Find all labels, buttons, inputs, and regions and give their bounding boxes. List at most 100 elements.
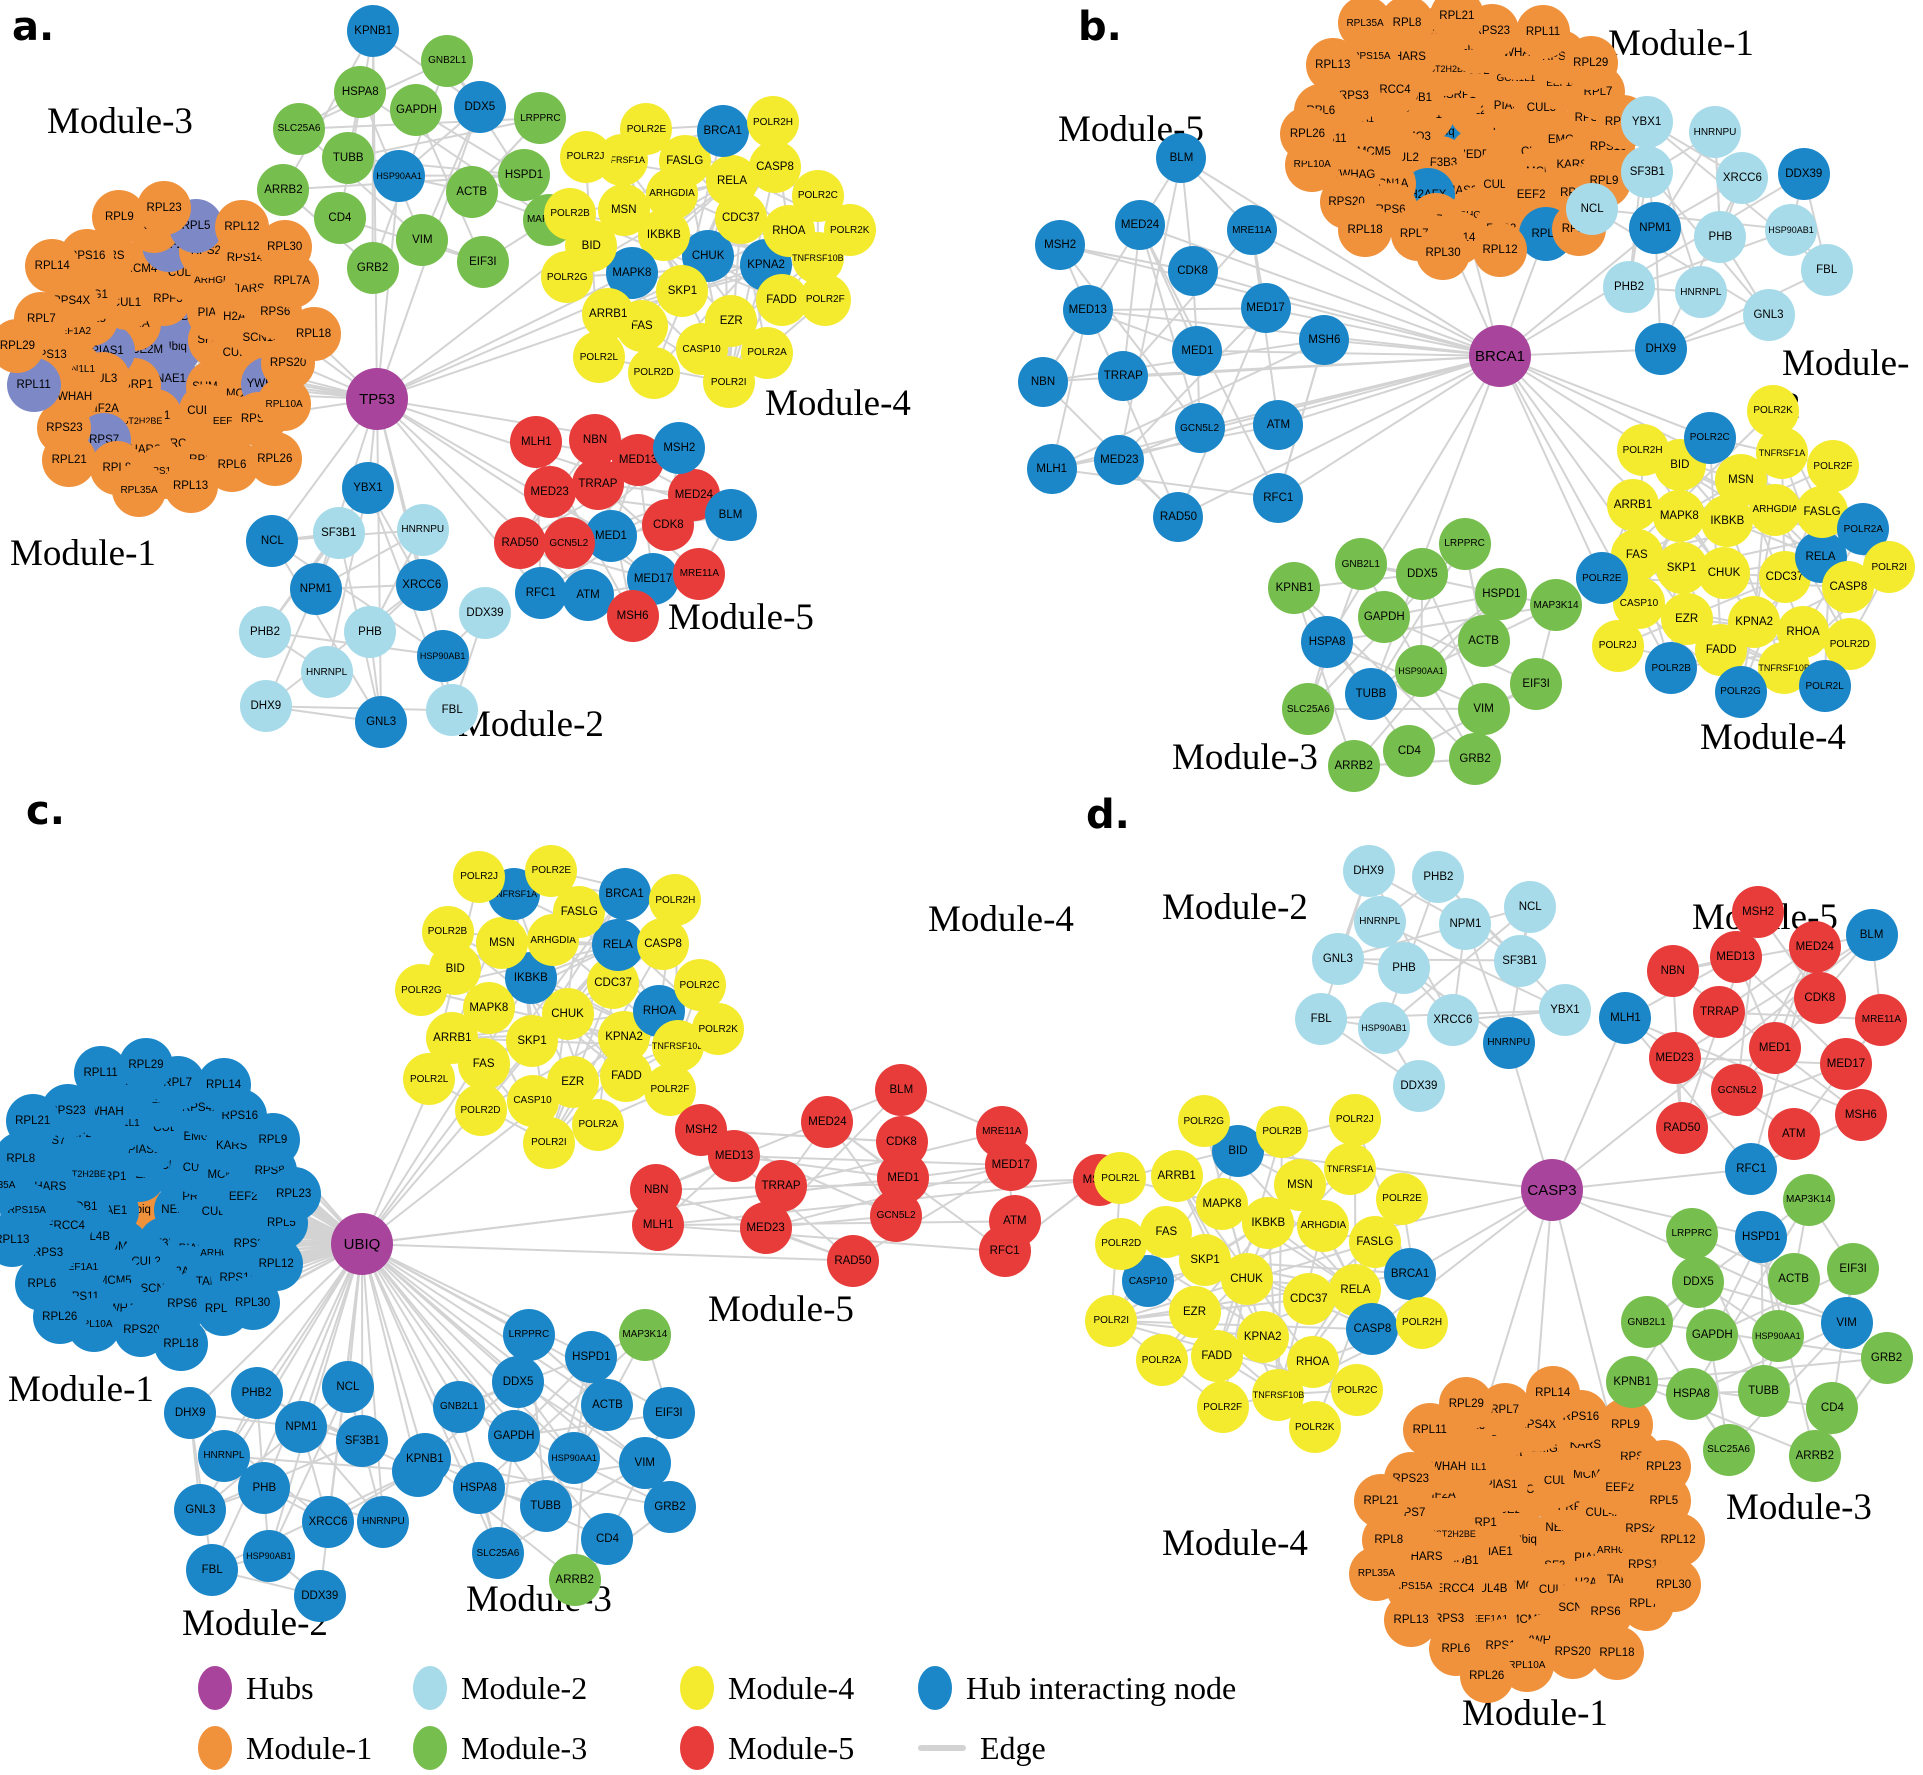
gene-node-gnl3[interactable]: GNL3: [1742, 289, 1795, 342]
gene-node-rfc1[interactable]: RFC1: [978, 1225, 1031, 1278]
gene-node-tubb[interactable]: TUBB: [1344, 668, 1397, 721]
gene-node-slc25a6[interactable]: SLC25A6: [1282, 683, 1335, 736]
gene-node-map3k14[interactable]: MAP3K14: [1530, 579, 1583, 632]
gene-node-rpl9[interactable]: RPL9: [1598, 1398, 1653, 1453]
gene-node-blm[interactable]: BLM: [1845, 909, 1898, 962]
gene-node-brca1[interactable]: BRCA1: [598, 867, 651, 920]
gene-node-kpnb1[interactable]: KPNB1: [398, 1433, 451, 1486]
gene-node-actb[interactable]: ACTB: [445, 165, 498, 218]
gene-node-fadd[interactable]: FADD: [755, 273, 808, 326]
gene-node-polr2f[interactable]: POLR2F: [1806, 440, 1859, 493]
gene-node-rpl29[interactable]: RPL29: [118, 1037, 173, 1092]
gene-node-hsp90aa1[interactable]: HSP90AA1: [548, 1432, 601, 1485]
gene-node-ddx39[interactable]: DDX39: [1777, 148, 1830, 201]
gene-node-rpl13[interactable]: RPL13: [163, 458, 218, 513]
gene-node-msh2[interactable]: MSH2: [1035, 220, 1086, 271]
gene-node-mlh1[interactable]: MLH1: [510, 415, 563, 468]
gene-node-actb[interactable]: ACTB: [1457, 614, 1510, 667]
gene-node-actb[interactable]: ACTB: [581, 1378, 634, 1431]
gene-node-rpl30[interactable]: RPL30: [1416, 226, 1471, 281]
gene-node-vim[interactable]: VIM: [1820, 1297, 1873, 1350]
gene-node-polr2g[interactable]: POLR2G: [541, 251, 594, 304]
gene-node-dhx9[interactable]: DHX9: [239, 680, 292, 733]
gene-node-rpl18[interactable]: RPL18: [1338, 202, 1393, 257]
gene-node-med23[interactable]: MED23: [739, 1201, 792, 1254]
hub-node-casp3[interactable]: CASP3: [1521, 1159, 1583, 1221]
gene-node-npm1[interactable]: NPM1: [1439, 897, 1492, 950]
gene-node-arrb2[interactable]: ARRB2: [1788, 1429, 1841, 1482]
gene-node-phb[interactable]: PHB: [343, 606, 396, 659]
gene-node-msh6[interactable]: MSH6: [1299, 314, 1350, 365]
gene-node-hspd1[interactable]: HSPD1: [1735, 1210, 1788, 1263]
gene-node-ybx1[interactable]: YBX1: [1620, 95, 1673, 148]
gene-node-fbl[interactable]: FBL: [426, 684, 479, 737]
gene-node-rpl21[interactable]: RPL21: [1354, 1474, 1409, 1528]
gene-node-rad50[interactable]: RAD50: [494, 516, 547, 569]
gene-node-blm[interactable]: BLM: [704, 489, 757, 542]
gene-node-rpl14[interactable]: RPL14: [196, 1058, 251, 1113]
gene-node-dhx9[interactable]: DHX9: [1634, 323, 1687, 376]
gene-node-polr2h[interactable]: POLR2H: [1396, 1296, 1449, 1349]
gene-node-sf3b1[interactable]: SF3B1: [312, 507, 365, 560]
gene-node-hnrnpl[interactable]: HNRNPL: [1674, 266, 1727, 319]
gene-node-skp1[interactable]: SKP1: [1655, 541, 1708, 594]
gene-node-rad50[interactable]: RAD50: [1153, 491, 1204, 542]
gene-node-polr2e[interactable]: POLR2E: [1575, 552, 1628, 605]
gene-node-rpl29[interactable]: RPL29: [1439, 1377, 1494, 1432]
gene-node-eif3i[interactable]: EIF3I: [456, 236, 509, 289]
gene-node-hnrnpl[interactable]: HNRNPL: [1353, 895, 1406, 948]
gene-node-eif3i[interactable]: EIF3I: [1510, 658, 1563, 711]
gene-node-gcn5l2[interactable]: GCN5L2: [542, 517, 595, 570]
gene-node-hsp90ab1[interactable]: HSP90AB1: [242, 1529, 295, 1582]
gene-node-gapdh[interactable]: GAPDH: [390, 84, 443, 136]
gene-node-phb[interactable]: PHB: [1378, 941, 1431, 994]
gene-node-mre11a[interactable]: MRE11A: [1855, 993, 1908, 1046]
gene-node-phb2[interactable]: PHB2: [1603, 261, 1656, 314]
gene-node-polr2h[interactable]: POLR2H: [747, 96, 800, 149]
gene-node-msh6[interactable]: MSH6: [606, 589, 659, 642]
gene-node-cd4[interactable]: CD4: [1383, 724, 1436, 777]
gene-node-fbl[interactable]: FBL: [1295, 992, 1348, 1045]
gene-node-rpl26[interactable]: RPL26: [1280, 106, 1335, 161]
gene-node-skp1[interactable]: SKP1: [506, 1014, 559, 1067]
gene-node-msh2[interactable]: MSH2: [1732, 886, 1785, 938]
gene-node-mre11a[interactable]: MRE11A: [673, 547, 726, 600]
hub-node-tp53[interactable]: TP53: [346, 368, 408, 430]
gene-node-polr2b[interactable]: POLR2B: [544, 187, 597, 240]
gene-node-arrb2[interactable]: ARRB2: [257, 163, 310, 216]
gene-node-chuk[interactable]: CHUK: [1698, 547, 1751, 600]
gene-node-rpl18[interactable]: RPL18: [153, 1316, 208, 1371]
gene-node-slc25a6[interactable]: SLC25A6: [1702, 1423, 1755, 1476]
gene-node-atm[interactable]: ATM: [1767, 1107, 1820, 1160]
gene-node-polr2c[interactable]: POLR2C: [1331, 1364, 1384, 1417]
hub-node-brca1[interactable]: BRCA1: [1469, 325, 1531, 387]
gene-node-hspa8[interactable]: HSPA8: [1665, 1367, 1718, 1420]
gene-node-ezr[interactable]: EZR: [1168, 1285, 1221, 1338]
gene-node-rela[interactable]: RELA: [591, 918, 644, 971]
gene-node-tnfrsf1a[interactable]: TNFRSF1A: [1324, 1143, 1377, 1196]
gene-node-rpl23[interactable]: RPL23: [1636, 1440, 1691, 1495]
gene-node-dhx9[interactable]: DHX9: [164, 1387, 217, 1440]
gene-node-rpl29[interactable]: RPL29: [0, 319, 45, 374]
gene-node-arrb1[interactable]: ARRB1: [582, 287, 635, 340]
gene-node-ncl[interactable]: NCL: [321, 1361, 374, 1414]
gene-node-tubb[interactable]: TUBB: [519, 1480, 572, 1533]
gene-node-rfc1[interactable]: RFC1: [1253, 472, 1304, 523]
gene-node-gapdh[interactable]: GAPDH: [1686, 1308, 1739, 1361]
gene-node-lrpprc[interactable]: LRPPRC: [1438, 517, 1491, 570]
gene-node-cdk8[interactable]: CDK8: [1167, 245, 1218, 296]
gene-node-mapk8[interactable]: MAPK8: [1196, 1177, 1249, 1230]
gene-node-polr2a[interactable]: POLR2A: [572, 1098, 625, 1151]
gene-node-med13[interactable]: MED13: [1062, 285, 1113, 336]
gene-node-rpl30[interactable]: RPL30: [225, 1275, 280, 1330]
gene-node-vim[interactable]: VIM: [618, 1436, 671, 1489]
gene-node-hspa8[interactable]: HSPA8: [1301, 615, 1354, 668]
gene-node-tubb[interactable]: TUBB: [1737, 1364, 1790, 1417]
gene-node-med24[interactable]: MED24: [1788, 920, 1841, 973]
gene-node-polr2i[interactable]: POLR2I: [1863, 541, 1916, 594]
gene-node-hsp90ab1[interactable]: HSP90AB1: [1357, 1001, 1410, 1054]
gene-node-gnb2l1[interactable]: GNB2L1: [433, 1380, 486, 1433]
gene-node-polr2f[interactable]: POLR2F: [799, 273, 852, 326]
gene-node-cdc37[interactable]: CDC37: [1282, 1272, 1335, 1325]
gene-node-blm[interactable]: BLM: [1156, 133, 1207, 184]
